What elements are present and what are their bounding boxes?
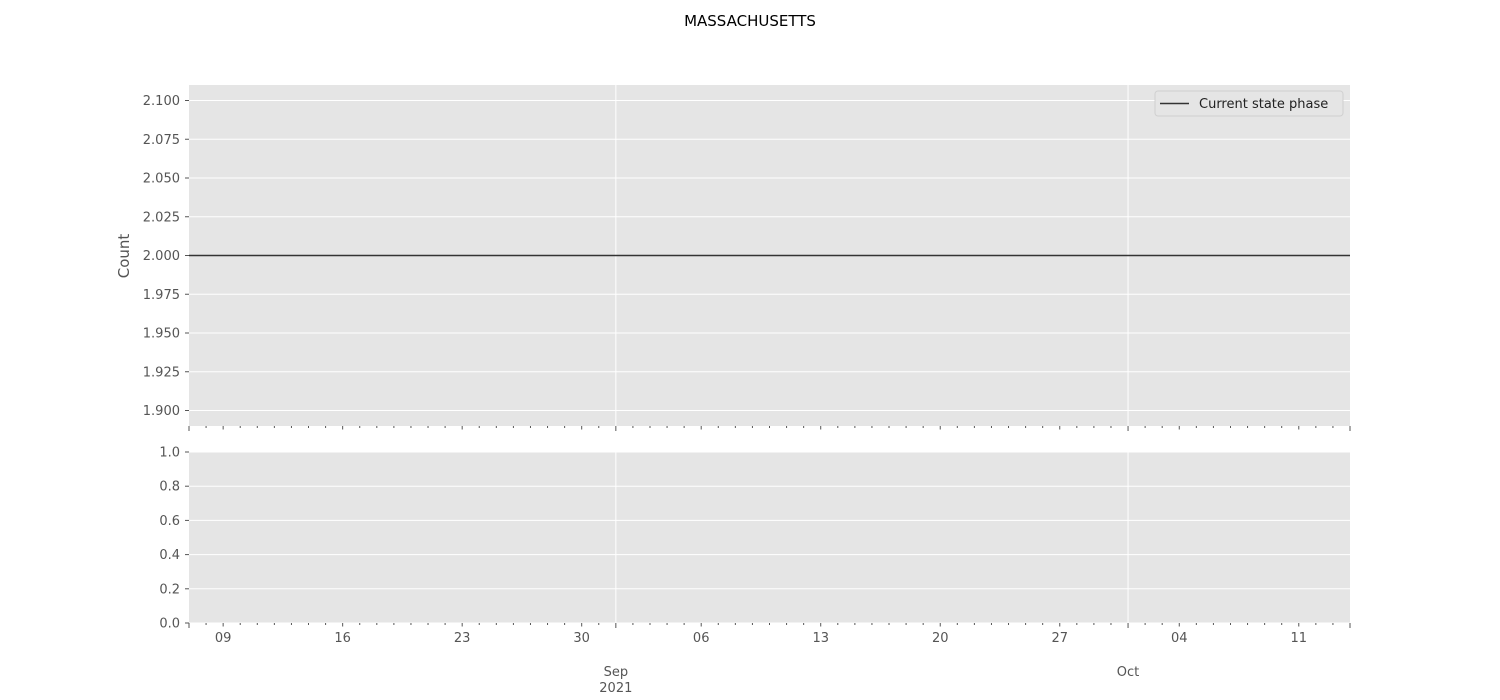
chart-title: MASSACHUSETTS (684, 12, 816, 30)
x-tick-label: 11 (1291, 631, 1308, 646)
top-y-tick-label: 1.975 (143, 288, 180, 303)
top-panel: 1.900 1.925 1.950 1.975 2.000 2.025 2.050 2.075… (143, 85, 1351, 431)
x-tick-label: 09 (215, 631, 232, 646)
bottom-y-tick-label: 1.0 (159, 446, 180, 461)
bottom-plot-background (189, 452, 1350, 623)
top-y-tick-label: 1.900 (143, 404, 180, 419)
x-major-tick-sublabel: 2021 (599, 681, 632, 696)
bottom-y-tick-label: 0.0 (159, 617, 180, 632)
bottom-y-tick-label: 0.6 (159, 514, 180, 529)
top-y-axis-label: Count (115, 234, 133, 279)
bottom-y-tick-label: 0.8 (159, 480, 180, 495)
x-tick-label: 16 (334, 631, 351, 646)
bottom-y-tick-label: 0.2 (159, 582, 180, 597)
x-tick-label: 13 (812, 631, 829, 646)
top-y-tick-label: 2.100 (143, 94, 180, 109)
top-y-tick-label: 2.050 (143, 172, 180, 187)
x-tick-label: 23 (454, 631, 471, 646)
x-tick-label: 04 (1171, 631, 1188, 646)
legend-entry: Current state phase (1199, 97, 1328, 112)
bottom-panel: 0.0 0.2 0.4 0.6 0.8 1.0 09 16 23 30 06 13 20 27 04 11 Se… (159, 446, 1351, 696)
x-major-tick-label: Oct (1117, 665, 1139, 680)
top-y-tick-label: 1.925 (143, 365, 180, 380)
legend: Current state phase (1154, 90, 1344, 117)
bottom-y-tick-label: 0.4 (159, 548, 180, 563)
x-tick-label: 27 (1051, 631, 1068, 646)
top-y-tick-label: 1.950 (143, 327, 180, 342)
x-tick-label: 20 (932, 631, 949, 646)
x-major-tick-label: Sep (604, 665, 629, 680)
x-tick-label: 06 (693, 631, 710, 646)
top-y-tick-label: 2.000 (143, 249, 180, 264)
x-tick-label: 30 (573, 631, 590, 646)
top-y-tick-label: 2.075 (143, 133, 180, 148)
top-y-tick-label: 2.025 (143, 210, 180, 225)
legend-box (1154, 90, 1344, 117)
